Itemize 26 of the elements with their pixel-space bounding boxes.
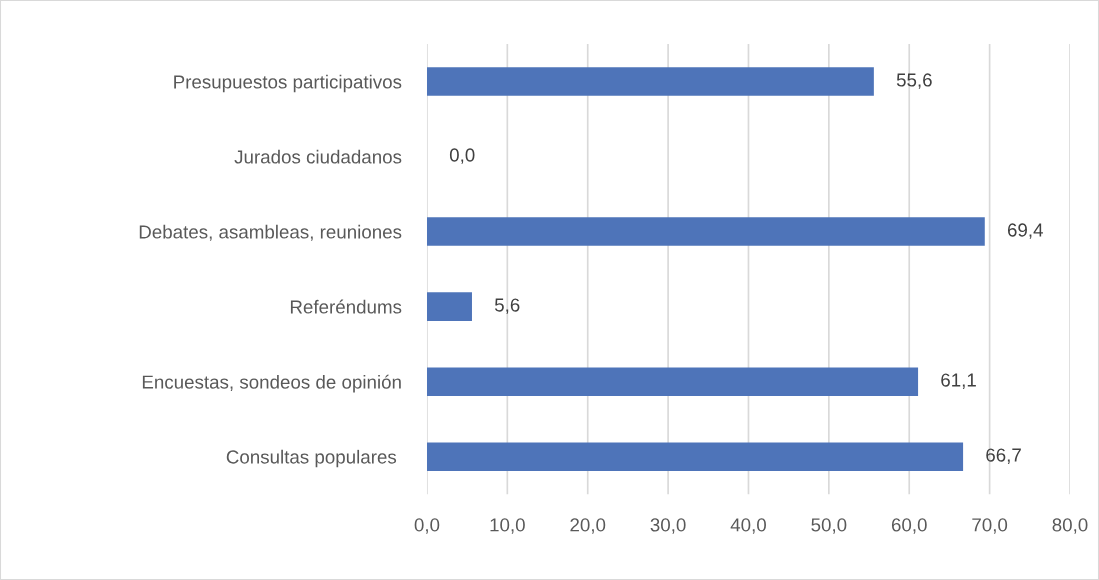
y-tick-label: Jurados ciudadanos [234,149,402,164]
bar [426,442,964,471]
y-tick-label: Referéndums [290,299,402,314]
data-label: 0,0 [449,148,475,164]
data-label: 55,6 [896,73,932,89]
bar [426,67,874,96]
bar [426,292,472,321]
x-tick-label: 70,0 [972,518,1008,534]
x-tick-label: 0,0 [414,518,440,534]
x-tick-label: 60,0 [891,518,927,534]
data-label: 5,6 [494,298,520,314]
bar [426,367,919,396]
y-tick-label: Encuestas, sondeos de opinión [142,374,401,393]
x-tick-label: 10,0 [490,518,525,534]
data-label: 61,1 [941,373,976,389]
x-tick-label: 80,0 [1052,518,1088,534]
data-label: 66,7 [986,448,1021,464]
y-tick-label: Consultas populares [226,449,397,468]
data-label: 69,4 [1007,223,1043,239]
y-tick-label: Debates, asambleas, reuniones [139,224,402,241]
x-tick-label: 40,0 [730,518,766,534]
x-tick-label: 50,0 [811,518,847,534]
y-tick-label: Presupuestos participativos [174,74,402,93]
bar [426,217,985,246]
x-tick-label: 30,0 [650,518,686,534]
x-tick-label: 20,0 [570,518,606,534]
